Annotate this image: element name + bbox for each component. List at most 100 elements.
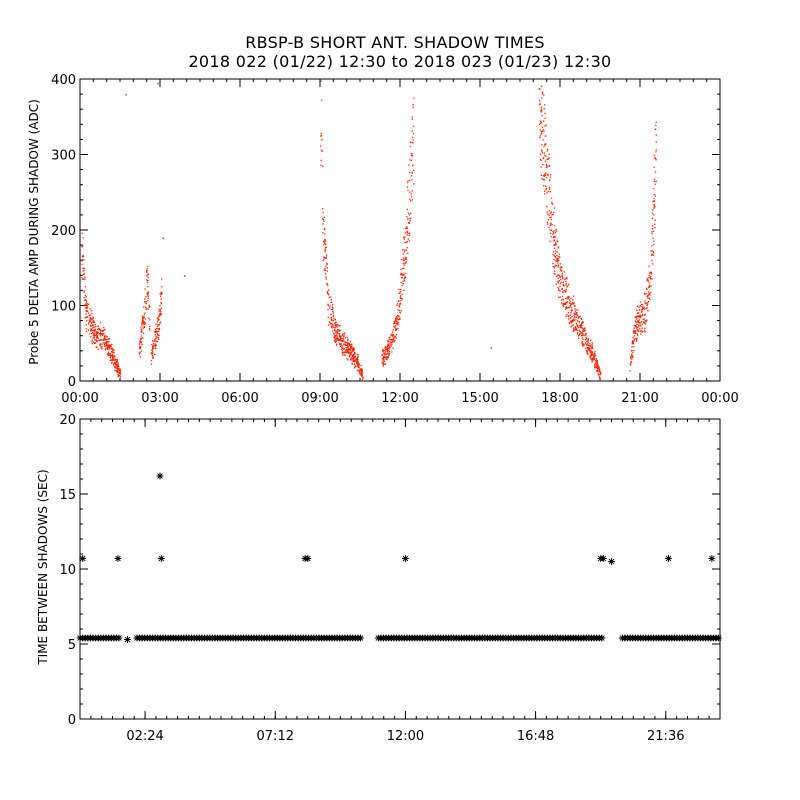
top-data-point	[648, 282, 650, 284]
top-data-point	[161, 293, 163, 295]
top-data-point	[86, 303, 88, 305]
top-data-point	[597, 367, 600, 369]
top-data-point	[361, 374, 363, 376]
top-data-point	[161, 286, 163, 288]
top-data-point	[577, 324, 579, 327]
chart-title-line2: 2018 022 (01/22) 12:30 to 2018 023 (01/2…	[188, 52, 611, 71]
top-data-point	[334, 318, 336, 321]
top-data-point	[642, 330, 644, 333]
top-data-point	[139, 340, 142, 342]
top-data-point	[99, 333, 102, 336]
top-data-point	[570, 297, 572, 300]
top-data-point	[551, 201, 553, 203]
top-data-point	[114, 359, 116, 362]
top-data-point	[573, 327, 575, 329]
top-data-point	[341, 347, 344, 350]
top-data-point	[330, 308, 333, 311]
top-data-point	[568, 306, 571, 308]
top-data-point	[156, 331, 158, 333]
top-data-point	[549, 212, 552, 214]
top-data-point	[146, 308, 148, 310]
top-data-point	[406, 186, 409, 188]
top-data-point	[636, 337, 638, 339]
top-data-point	[330, 317, 332, 319]
top-data-point	[637, 315, 639, 317]
bottom-x-tick-label: 21:36	[647, 729, 684, 744]
top-data-point	[553, 224, 556, 227]
top-data-point	[321, 99, 323, 101]
top-data-point	[157, 324, 159, 326]
top-data-point	[552, 214, 554, 216]
top-data-point	[400, 268, 402, 271]
top-data-point	[402, 262, 404, 265]
top-data-point	[157, 328, 160, 330]
top-data-point	[393, 321, 396, 324]
top-data-point	[648, 274, 650, 277]
top-data-point	[90, 328, 93, 331]
top-data-point	[411, 116, 414, 118]
top-data-point	[581, 340, 583, 343]
top-data-point	[655, 121, 657, 123]
top-data-point	[541, 149, 543, 151]
top-data-point	[81, 232, 83, 234]
top-data-point	[564, 278, 566, 281]
bottom-data-point	[715, 634, 722, 642]
top-data-point	[97, 328, 99, 331]
top-data-point	[637, 329, 639, 331]
top-data-point	[355, 360, 357, 362]
top-data-point	[344, 332, 346, 334]
top-data-point	[146, 294, 149, 296]
top-data-point	[558, 289, 560, 291]
top-data-point	[646, 307, 648, 309]
top-data-point	[642, 308, 644, 310]
top-data-point	[392, 334, 394, 336]
top-data-point	[101, 339, 103, 341]
top-data-point	[354, 352, 356, 354]
top-data-point	[636, 312, 639, 314]
top-data-point	[339, 338, 341, 341]
top-data-point	[332, 307, 334, 309]
top-data-point	[651, 254, 653, 256]
top-data-point	[391, 341, 393, 343]
top-data-point	[570, 312, 572, 314]
top-data-point	[157, 323, 159, 326]
top-data-point	[160, 309, 162, 311]
top-data-point	[593, 354, 595, 356]
top-data-point	[99, 339, 101, 341]
top-data-point	[381, 361, 383, 363]
top-data-point	[91, 310, 93, 312]
top-data-point	[344, 343, 347, 346]
top-data-point	[575, 316, 577, 318]
top-data-point	[410, 154, 413, 157]
top-data-point	[99, 321, 102, 324]
top-data-point	[143, 322, 145, 324]
top-data-point	[540, 174, 543, 176]
top-data-point	[394, 326, 396, 328]
top-data-point	[398, 292, 400, 294]
top-data-point	[589, 350, 591, 352]
top-data-point	[545, 155, 547, 157]
top-data-point	[643, 306, 645, 308]
top-data-point	[385, 353, 387, 355]
top-data-point	[594, 367, 596, 369]
top-data-point	[324, 267, 326, 269]
top-data-point	[155, 328, 158, 330]
top-data-point	[552, 233, 554, 235]
top-data-point	[554, 247, 556, 249]
top-data-point	[331, 327, 333, 329]
top-data-point	[332, 330, 334, 332]
top-data-point	[386, 350, 389, 353]
top-data-point	[155, 338, 157, 340]
top-data-point	[157, 319, 159, 322]
top-data-point	[320, 145, 322, 147]
top-data-point	[559, 275, 561, 277]
top-data-point	[547, 223, 549, 225]
top-data-point	[348, 342, 350, 344]
top-data-point	[334, 341, 337, 343]
top-data-point	[408, 214, 411, 216]
top-data-point	[359, 372, 361, 374]
top-data-point	[114, 362, 117, 364]
top-data-point	[95, 331, 97, 333]
top-data-point	[389, 347, 391, 349]
